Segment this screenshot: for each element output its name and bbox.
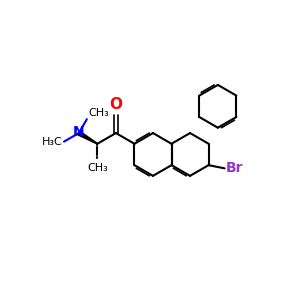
Text: N: N xyxy=(73,125,85,140)
Text: Br: Br xyxy=(226,161,244,176)
Polygon shape xyxy=(78,131,98,144)
Text: H₃C: H₃C xyxy=(42,136,62,147)
Text: CH₃: CH₃ xyxy=(88,108,109,118)
Text: CH₃: CH₃ xyxy=(87,163,108,173)
Text: O: O xyxy=(110,97,122,112)
